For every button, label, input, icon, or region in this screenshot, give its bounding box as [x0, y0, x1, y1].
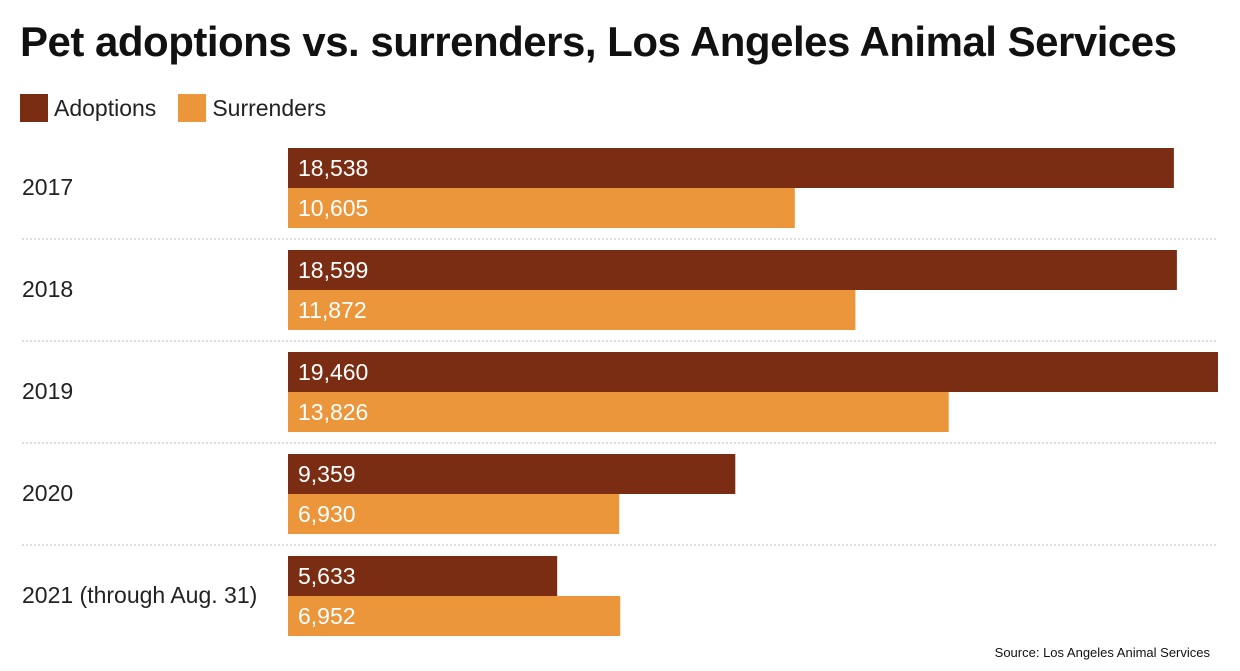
- legend-label-adoptions: Adoptions: [54, 94, 157, 121]
- bar-surrenders-2019: [288, 392, 949, 432]
- data-label-surrenders-2021-through-aug-31: 6,952: [298, 603, 356, 629]
- bar-surrenders-2017: [288, 188, 795, 228]
- data-label-surrenders-2020: 6,930: [298, 501, 356, 527]
- data-label-adoptions-2021-through-aug-31: 5,633: [298, 563, 356, 589]
- bar-adoptions-2019: [288, 352, 1218, 392]
- bar-surrenders-2018: [288, 290, 856, 330]
- bar-adoptions-2021-through-aug-31: [288, 556, 558, 596]
- category-label-2017: 2017: [22, 174, 73, 200]
- legend: Adoptions Surrenders: [20, 94, 348, 122]
- legend-item-adoptions: Adoptions: [20, 94, 156, 122]
- data-label-surrenders-2018: 11,872: [298, 297, 367, 323]
- legend-label-surrenders: Surrenders: [212, 94, 327, 121]
- bar-adoptions-2018: [288, 250, 1177, 290]
- data-label-surrenders-2019: 13,826: [298, 399, 368, 425]
- bar-surrenders-2020: [288, 494, 620, 534]
- legend-swatch-adoptions: [20, 94, 48, 122]
- category-label-2018: 2018: [22, 276, 73, 302]
- category-label-2019: 2019: [22, 378, 73, 404]
- data-label-surrenders-2017: 10,605: [298, 195, 368, 221]
- data-label-adoptions-2020: 9,359: [298, 461, 356, 487]
- category-label-2021-through-aug-31: 2021 (through Aug. 31): [22, 582, 257, 608]
- data-label-adoptions-2018: 18,599: [298, 257, 368, 283]
- bar-adoptions-2017: [288, 148, 1174, 188]
- bar-surrenders-2021-through-aug-31: [288, 596, 621, 636]
- category-label-2020: 2020: [22, 480, 73, 506]
- data-label-adoptions-2019: 19,460: [298, 359, 368, 385]
- legend-swatch-surrenders: [178, 94, 207, 122]
- chart-title: Pet adoptions vs. surrenders, Los Angele…: [20, 18, 1177, 65]
- source-note: Source: Los Angeles Animal Services: [994, 645, 1210, 660]
- data-label-adoptions-2017: 18,538: [298, 155, 368, 181]
- legend-item-surrenders: Surrenders: [178, 94, 326, 122]
- bar-adoptions-2020: [288, 454, 736, 494]
